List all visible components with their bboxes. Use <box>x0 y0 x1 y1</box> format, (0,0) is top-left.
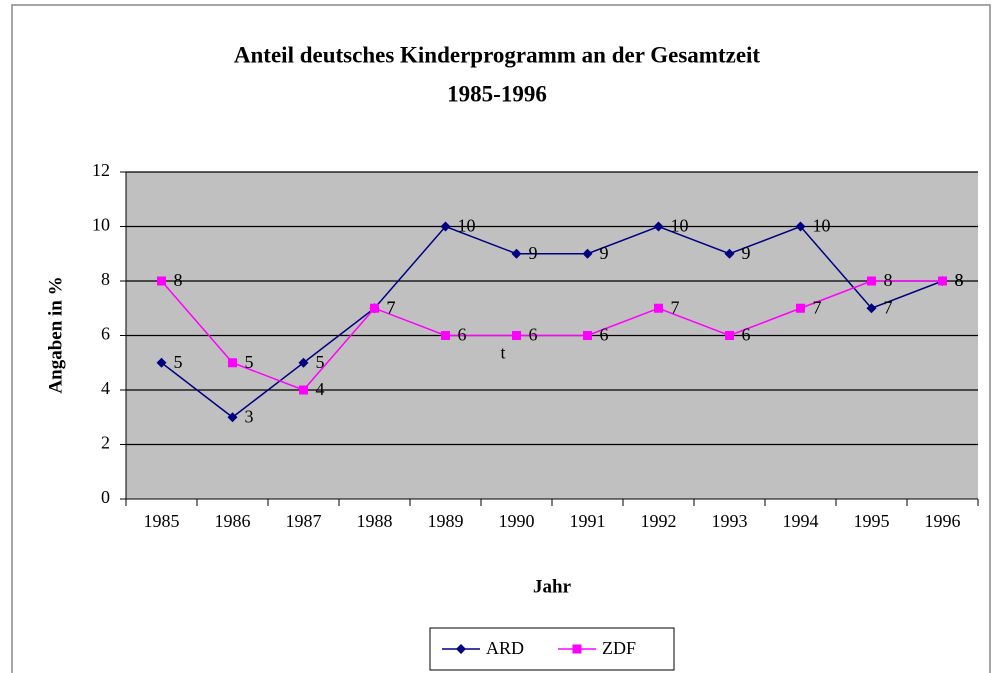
marker <box>583 331 592 340</box>
marker <box>654 303 663 313</box>
x-tick-label: 1993 <box>712 511 748 531</box>
x-tick-label: 1987 <box>286 511 322 531</box>
y-tick-label: 4 <box>101 378 110 398</box>
chart-subtitle: 1985-1996 <box>447 81 547 106</box>
y-tick-label: 6 <box>101 324 110 344</box>
data-label: 5 <box>245 352 254 372</box>
data-label: 6 <box>742 325 751 345</box>
marker <box>572 644 582 654</box>
x-tick-label: 1992 <box>641 511 677 531</box>
data-label: 8 <box>174 270 183 290</box>
marker <box>512 331 521 340</box>
marker <box>796 303 805 313</box>
annotation: t <box>501 343 506 363</box>
series-line <box>160 280 943 391</box>
y-tick-label: 10 <box>92 215 110 235</box>
marker <box>157 276 166 286</box>
data-label: 5 <box>174 352 183 372</box>
marker <box>440 221 451 232</box>
data-label: 7 <box>813 297 822 317</box>
x-axis-title: Jahr <box>533 576 572 597</box>
marker <box>938 276 947 286</box>
legend: ARD ZDF <box>429 627 675 671</box>
marker <box>867 276 876 286</box>
marker <box>298 357 309 368</box>
marker <box>456 644 466 654</box>
marker <box>582 248 593 259</box>
marker <box>724 248 735 259</box>
marker <box>725 331 734 340</box>
data-label: 8 <box>955 270 964 290</box>
data-label: 4 <box>316 379 325 399</box>
x-tick-label: 1988 <box>357 511 393 531</box>
marker <box>653 221 664 232</box>
y-tick-label: 8 <box>101 269 110 289</box>
data-label: 3 <box>245 406 254 426</box>
marker <box>228 358 237 368</box>
data-label: 6 <box>600 325 609 345</box>
x-tick-label: 1995 <box>854 511 890 531</box>
data-label: 8 <box>884 270 893 290</box>
data-label: 6 <box>458 325 467 345</box>
x-tick-label: 1989 <box>428 511 464 531</box>
data-label: 5 <box>316 352 325 372</box>
marker <box>370 303 379 313</box>
marker <box>866 303 877 314</box>
y-tick-label: 0 <box>101 487 110 507</box>
data-label: 10 <box>671 216 689 236</box>
marker <box>795 221 806 232</box>
series-line <box>161 225 943 419</box>
y-axis-title: Angaben in % <box>45 276 66 393</box>
data-label: 10 <box>813 216 831 236</box>
x-tick-label: 1986 <box>215 511 251 531</box>
x-tick-label: 1991 <box>570 511 606 531</box>
x-tick-label: 1994 <box>783 511 819 531</box>
marker <box>299 385 308 395</box>
y-tick-label: 12 <box>92 160 110 180</box>
data-label: 9 <box>529 243 538 263</box>
marker <box>511 248 522 259</box>
data-label: 7 <box>387 297 396 317</box>
data-label: 10 <box>458 216 476 236</box>
data-label: 7 <box>671 297 680 317</box>
legend-label: ZDF <box>602 638 636 658</box>
marker <box>441 331 450 340</box>
legend-label: ARD <box>486 638 524 658</box>
marker <box>156 357 167 368</box>
data-label: 7 <box>387 297 396 317</box>
x-tick-label: 1985 <box>144 511 180 531</box>
data-label: 7 <box>884 297 893 317</box>
data-label: 9 <box>742 243 751 263</box>
y-tick-label: 2 <box>101 433 110 453</box>
chart-title: Anteil deutsches Kinderprogramm an der G… <box>234 42 761 67</box>
x-tick-label: 1990 <box>499 511 535 531</box>
data-label: 9 <box>600 243 609 263</box>
data-label: 8 <box>955 270 964 290</box>
x-tick-label: 1996 <box>925 511 961 531</box>
marker <box>227 412 238 423</box>
data-label: 6 <box>529 325 538 345</box>
